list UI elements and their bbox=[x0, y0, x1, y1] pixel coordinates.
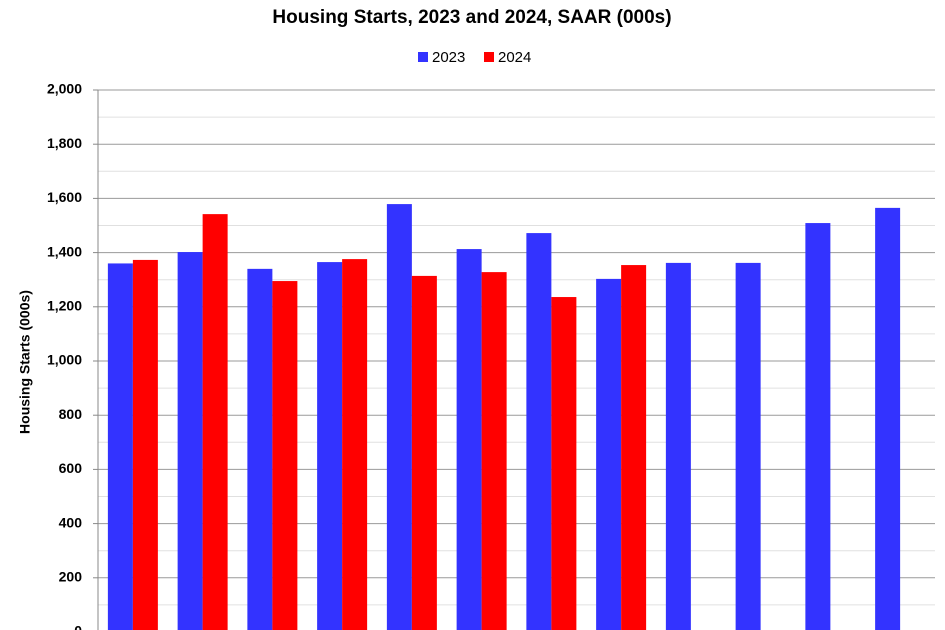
bar bbox=[481, 272, 507, 630]
bar bbox=[621, 265, 647, 630]
legend-swatch bbox=[484, 52, 494, 62]
bar bbox=[247, 268, 273, 630]
bar bbox=[342, 259, 368, 630]
legend-swatch bbox=[418, 52, 428, 62]
y-tick-label: 600 bbox=[59, 460, 83, 476]
y-tick-label: 1,000 bbox=[47, 352, 82, 368]
bar bbox=[665, 262, 691, 630]
bar bbox=[132, 259, 158, 630]
y-tick-label: 200 bbox=[59, 569, 83, 585]
bar bbox=[107, 263, 133, 630]
bar bbox=[551, 297, 577, 630]
bar bbox=[456, 249, 482, 630]
legend-label: 2023 bbox=[432, 49, 465, 66]
y-tick-label: 1,600 bbox=[47, 189, 82, 205]
y-tick-label: 1,200 bbox=[47, 298, 82, 314]
y-tick-label: 0 bbox=[74, 623, 82, 630]
bar bbox=[805, 223, 831, 630]
legend-label: 2024 bbox=[498, 49, 531, 66]
bar bbox=[202, 214, 228, 630]
chart-title: Housing Starts, 2023 and 2024, SAAR (000… bbox=[272, 7, 671, 28]
y-axis-label: Housing Starts (000s) bbox=[17, 290, 33, 434]
y-tick-label: 1,400 bbox=[47, 243, 82, 259]
bar bbox=[596, 278, 622, 630]
bar bbox=[526, 233, 552, 630]
bar bbox=[177, 252, 203, 630]
bar bbox=[875, 207, 901, 630]
bar bbox=[411, 275, 437, 630]
y-tick-label: 2,000 bbox=[47, 81, 82, 97]
bar bbox=[735, 262, 761, 630]
bar bbox=[317, 262, 343, 630]
y-tick-label: 800 bbox=[59, 406, 83, 422]
bar bbox=[386, 204, 412, 630]
bar bbox=[272, 281, 298, 630]
y-tick-label: 1,800 bbox=[47, 135, 82, 151]
y-tick-label: 400 bbox=[59, 514, 83, 530]
